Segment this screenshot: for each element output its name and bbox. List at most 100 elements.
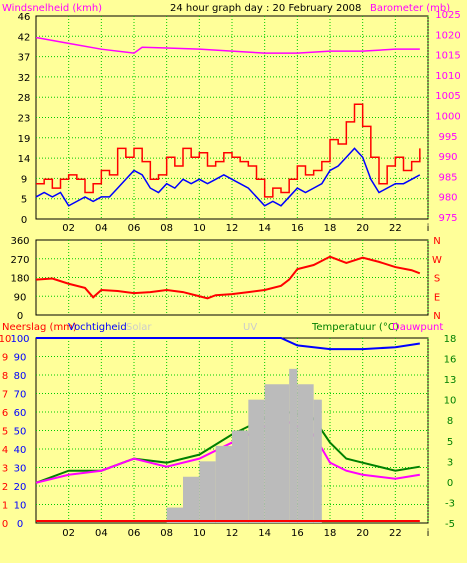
wind-tick-label: 23 xyxy=(18,114,31,125)
humidity-tick-label: 80 xyxy=(14,371,27,382)
temperature-tick-label: 0 xyxy=(447,478,453,489)
humidity-tick-label: 90 xyxy=(14,353,27,364)
wind-tick-label: 9 xyxy=(21,174,27,185)
temperature-tick-label: -3 xyxy=(445,498,455,509)
barometer-tick-label: 990 xyxy=(438,152,457,163)
x-tick-label: 08 xyxy=(160,223,173,234)
wind-tick-label: 14 xyxy=(18,154,31,165)
barometer-tick-label: 1025 xyxy=(435,10,460,21)
x-tick-label: 16 xyxy=(291,528,304,539)
neerslag-tick-label: 2 xyxy=(2,482,8,493)
temperature-tick-label: 10 xyxy=(444,396,457,407)
solar-bar xyxy=(289,368,298,523)
barometer-tick-label: 1020 xyxy=(435,30,460,41)
neerslag-tick-label: 9 xyxy=(2,353,8,364)
solar-bar xyxy=(281,384,290,523)
neerslag-axis-label: Neerslag (mm) xyxy=(2,322,77,333)
neerslag-tick-label: 1 xyxy=(2,501,8,512)
wind-tick-label: 32 xyxy=(18,73,31,84)
temperature-tick-label: 3 xyxy=(447,457,453,468)
neerslag-tick-label: 8 xyxy=(2,371,8,382)
solar-bar xyxy=(297,384,306,523)
humidity-tick-label: 70 xyxy=(14,390,27,401)
x-tick-label: 04 xyxy=(95,223,108,234)
solar-bar xyxy=(166,507,183,523)
temperature-axis-label: Temperatuur (°C) xyxy=(311,322,399,333)
x-tick-label: i xyxy=(427,223,430,234)
x-tick-label: i xyxy=(427,528,430,539)
humidity-tick-label: 50 xyxy=(14,427,27,438)
solar-bar xyxy=(232,430,249,523)
barometer-tick-label: 1010 xyxy=(435,71,460,82)
neerslag-tick-label: 7 xyxy=(2,390,8,401)
temperature-tick-label: 8 xyxy=(447,416,453,427)
wind-axis-label: Windsnelheid (kmh) xyxy=(2,3,102,14)
series-barometer xyxy=(35,36,420,54)
humidity-tick-label: 0 xyxy=(17,519,23,530)
series-windrichting xyxy=(35,255,421,300)
x-tick-label: 18 xyxy=(324,528,337,539)
wind-tick-label: 42 xyxy=(18,32,31,43)
wind-tick-label: 37 xyxy=(18,53,31,64)
compass-tick-label: E xyxy=(434,292,440,303)
x-tick-label: 22 xyxy=(389,528,402,539)
series-vochtigheid xyxy=(36,337,420,351)
chart-marks xyxy=(35,36,421,523)
compass-tick-label: W xyxy=(432,255,442,266)
x-tick-label: 06 xyxy=(128,223,141,234)
solar-axis-label: Solar xyxy=(126,322,152,333)
barometer-tick-label: 1000 xyxy=(435,112,460,123)
series-windvlaag xyxy=(36,103,421,198)
x-tick-label: 14 xyxy=(258,223,271,234)
compass-tick-label: N xyxy=(433,311,440,322)
x-tick-label: 02 xyxy=(62,223,75,234)
x-tick-label: 08 xyxy=(160,528,173,539)
dewpoint-axis-label: Dauwpunt xyxy=(392,322,443,333)
humidity-tick-label: 10 xyxy=(14,501,27,512)
x-tick-label: 10 xyxy=(193,528,206,539)
wind-tick-label: 5 xyxy=(21,195,27,206)
barometer-tick-label: 995 xyxy=(438,132,457,143)
x-tick-label: 12 xyxy=(226,528,239,539)
humidity-tick-label: 30 xyxy=(14,464,27,475)
x-tick-label: 14 xyxy=(258,528,271,539)
neerslag-tick-label: 4 xyxy=(2,445,8,456)
x-tick-label: 04 xyxy=(95,528,108,539)
tick-labels: 02 04 06 08 10 12 14 16 18 20 22 i02 04 06 08 10 12 14 16 1… xyxy=(0,10,461,539)
direction-tick-label: 90 xyxy=(14,292,27,303)
x-tick-label: 18 xyxy=(324,223,337,234)
x-tick-label: 16 xyxy=(291,223,304,234)
humidity-tick-label: 40 xyxy=(14,445,27,456)
humidity-axis-label: Vochtigheid xyxy=(68,322,127,333)
temperature-tick-label: 16 xyxy=(444,355,457,366)
neerslag-tick-label: 3 xyxy=(2,464,8,475)
x-tick-label: 02 xyxy=(62,528,75,539)
neerslag-tick-label: 5 xyxy=(2,427,8,438)
humidity-tick-label: 100 xyxy=(10,334,29,345)
barometer-tick-label: 1005 xyxy=(435,91,460,102)
wind-tick-label: 28 xyxy=(18,93,31,104)
solar-bar xyxy=(183,476,200,523)
x-tick-label: 12 xyxy=(226,223,239,234)
neerslag-tick-label: 6 xyxy=(2,408,8,419)
direction-tick-label: 180 xyxy=(10,274,29,285)
barometer-tick-label: 1015 xyxy=(435,51,460,62)
neerslag-tick-label: 0 xyxy=(2,519,8,530)
x-tick-label: 06 xyxy=(128,528,141,539)
temperature-tick-label: 5 xyxy=(447,437,453,448)
direction-tick-label: 360 xyxy=(10,236,29,247)
solar-bar xyxy=(215,445,232,523)
wind-tick-label: 19 xyxy=(18,134,31,145)
temperature-tick-label: 18 xyxy=(444,334,457,345)
x-tick-label: 20 xyxy=(356,223,369,234)
solar-bar xyxy=(313,399,322,523)
barometer-tick-label: 975 xyxy=(438,213,457,224)
temperature-tick-label: 13 xyxy=(444,375,457,386)
barometer-tick-label: 985 xyxy=(438,172,457,183)
solar-bar xyxy=(264,384,281,523)
solar-bar xyxy=(305,384,314,523)
humidity-tick-label: 20 xyxy=(14,482,27,493)
chart-title: 24 hour graph day : 20 February 2008 xyxy=(170,3,361,14)
solar-bar xyxy=(248,399,265,523)
